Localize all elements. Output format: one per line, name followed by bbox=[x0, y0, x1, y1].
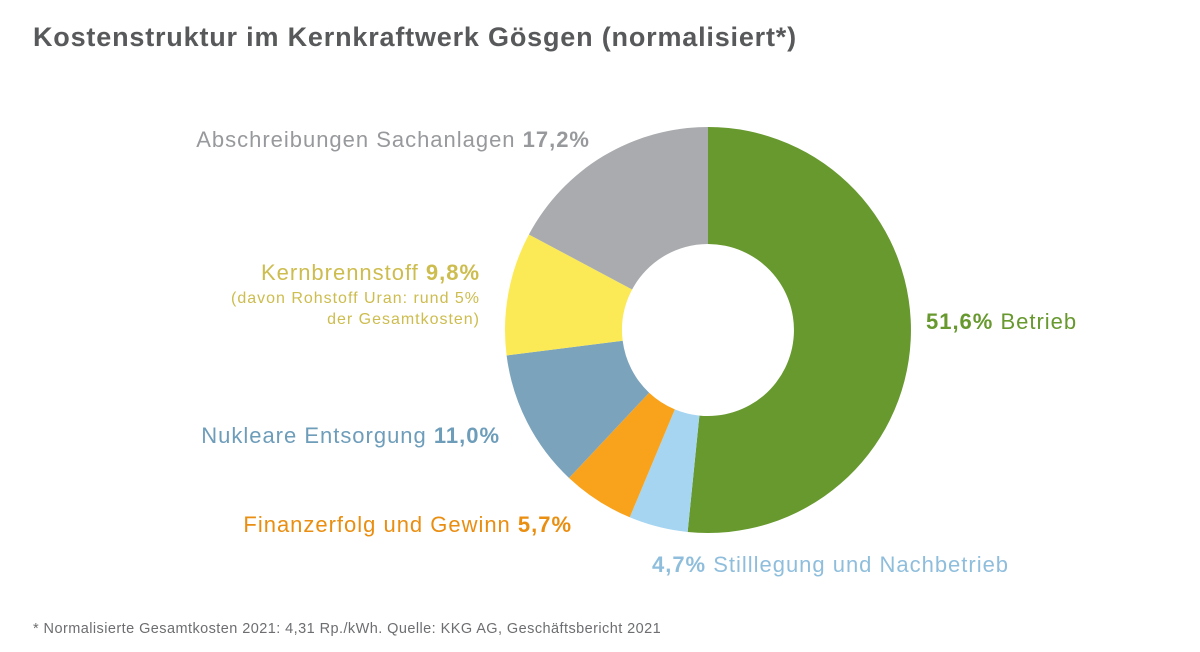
label-note: (davon Rohstoff Uran: rund 5% der Gesamt… bbox=[231, 290, 480, 328]
pie-slice-stilllegung-und-nachbetrieb bbox=[629, 409, 700, 532]
label-percentage: 11,0% bbox=[433, 423, 500, 448]
label-percentage: 51,6% bbox=[926, 309, 994, 334]
pie-slice-kernbrennstoff bbox=[504, 234, 633, 356]
label-stilllegung-nachbetrieb: 4,7% Stilllegung und Nachbetrieb bbox=[652, 552, 1009, 578]
label-text: Nukleare Entsorgung bbox=[201, 423, 427, 448]
label-nukleare-entsorgung: Nukleare Entsorgung 11,0% bbox=[201, 423, 500, 449]
pie-slice-abschreibungen-sachanlagen bbox=[528, 127, 708, 290]
label-text: Abschreibungen Sachanlagen bbox=[196, 127, 516, 152]
chart-title: Kostenstruktur im Kernkraftwerk Gösgen (… bbox=[33, 22, 797, 52]
label-text: Finanzerfolg und Gewinn bbox=[243, 512, 511, 537]
label-percentage: 5,7% bbox=[517, 512, 572, 537]
label-text: Betrieb bbox=[1000, 309, 1078, 334]
pie-slice-finanzerfolg-und-gewinn bbox=[569, 392, 675, 518]
label-percentage: 9,8% bbox=[425, 260, 480, 285]
label-text: Stilllegung und Nachbetrieb bbox=[713, 552, 1010, 577]
label-abschreibungen-sachanlagen: Abschreibungen Sachanlagen 17,2% bbox=[196, 127, 590, 153]
pie-slice-nukleare-entsorgung bbox=[506, 340, 650, 478]
label-kernbrennstoff: Kernbrennstoff 9,8% (davon Rohstoff Uran… bbox=[231, 260, 480, 330]
label-percentage: 17,2% bbox=[522, 127, 590, 152]
label-percentage: 4,7% bbox=[652, 552, 707, 577]
pie-slice-betrieb bbox=[687, 127, 911, 534]
source-footnote: * Normalisierte Gesamtkosten 2021: 4,31 … bbox=[33, 621, 662, 637]
label-text: Kernbrennstoff bbox=[261, 260, 419, 285]
label-finanzerfolg-gewinn: Finanzerfolg und Gewinn 5,7% bbox=[243, 512, 572, 538]
label-betrieb: 51,6% Betrieb bbox=[926, 309, 1077, 335]
